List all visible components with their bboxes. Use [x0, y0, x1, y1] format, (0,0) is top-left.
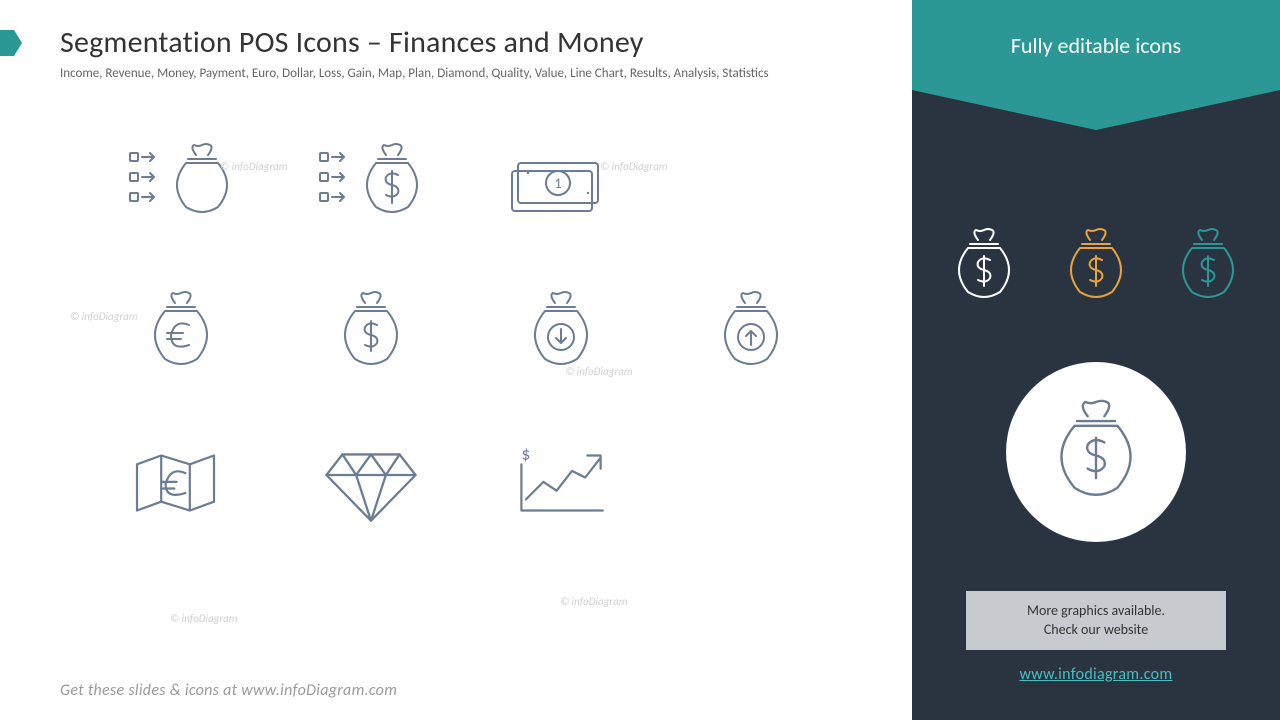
bag-up-icon: [661, 263, 841, 403]
icon-grid: 1: [60, 113, 872, 681]
main-panel: Segmentation POS Icons – Finances and Mo…: [0, 0, 912, 720]
ribbon: Fully editable icons: [912, 0, 1280, 90]
ribbon-text: Fully editable icons: [1011, 32, 1181, 59]
diamond-icon: [281, 413, 461, 553]
page-subtitle: Income, Revenue, Money, Payment, Euro, D…: [60, 65, 820, 83]
svg-text:$: $: [521, 442, 530, 464]
flow-dollar-bag-icon: [281, 113, 461, 253]
sidebar: Fully editable icons: [912, 0, 1280, 720]
dollar-bag-icon: [281, 263, 461, 403]
dollar-bag-orange-icon: [1065, 230, 1127, 302]
more-line-1: More graphics available.: [980, 601, 1212, 621]
color-variant-row: [953, 230, 1239, 302]
svg-text:1: 1: [554, 175, 561, 192]
bag-down-icon: [471, 263, 651, 403]
footer-text: Get these slides & icons at www.infoDiag…: [60, 681, 872, 700]
website-link[interactable]: www.infodiagram.com: [1020, 665, 1173, 684]
feature-icon-circle: [1006, 362, 1186, 542]
empty-cell: [661, 113, 841, 253]
page-title: Segmentation POS Icons – Finances and Mo…: [60, 24, 872, 61]
euro-bag-icon: [91, 263, 271, 403]
accent-tab: [0, 30, 14, 56]
flow-money-bag-icon: [91, 113, 271, 253]
euro-map-icon: [91, 413, 271, 553]
more-line-2: Check our website: [980, 620, 1212, 640]
dollar-bag-white-icon: [953, 230, 1015, 302]
more-graphics-box: More graphics available. Check our websi…: [966, 591, 1226, 650]
dollar-bag-teal-icon: [1177, 230, 1239, 302]
line-chart-icon: $: [471, 413, 651, 553]
cash-note-icon: 1: [471, 113, 651, 253]
empty-cell: [661, 413, 841, 553]
